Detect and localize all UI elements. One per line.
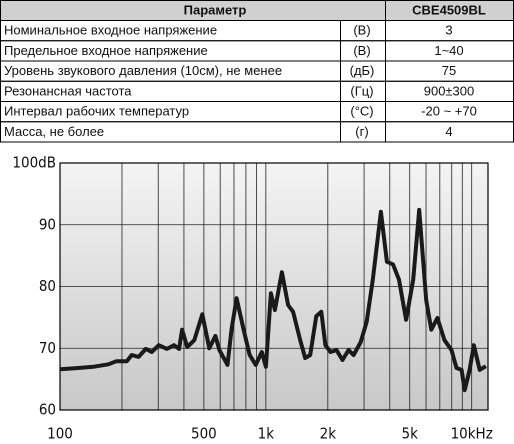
param-name: Интервал рабочих температур [4, 104, 189, 119]
plot-frame [59, 162, 489, 411]
param-value: 3 [445, 23, 452, 38]
param-value: 4 [445, 124, 452, 139]
header-model: CBE4509BL [412, 2, 486, 17]
param-unit: (В) [353, 43, 370, 58]
param-unit: (Гц) [350, 83, 373, 98]
x-tick-label: 1k [258, 425, 275, 443]
param-value: -20 ~ +70 [421, 104, 477, 119]
y-tick-label: 100dB [12, 154, 56, 172]
y-tick-label: 60 [39, 401, 56, 419]
param-name: Предельное входное напряжение [4, 43, 208, 58]
param-unit: (В) [353, 23, 370, 38]
param-name: Резонансная частота [4, 83, 132, 98]
param-unit: (г) [355, 124, 368, 139]
x-tick-label: 500 [191, 425, 217, 443]
response-line [59, 207, 487, 393]
param-value: 1~40 [434, 43, 463, 58]
param-name: Масса, не более [4, 124, 104, 139]
param-value: 900±300 [424, 83, 475, 98]
param-name: Номинальное входное напряжение [4, 23, 217, 38]
y-tick-label: 80 [39, 277, 56, 295]
x-tick-label: 100 [47, 425, 73, 443]
header-param: Параметр [184, 2, 247, 17]
y-tick-label: 90 [39, 215, 56, 233]
param-unit: (дБ) [350, 63, 375, 78]
y-tick-label: 70 [39, 339, 56, 357]
x-tick-label: 5k [402, 425, 419, 443]
param-value: 75 [442, 63, 456, 78]
param-unit: (°С) [350, 104, 373, 119]
param-name: Уровень звукового давления (10см), не ме… [4, 63, 282, 78]
x-tick-label: 10kHz [451, 425, 493, 443]
x-tick-label: 2k [320, 425, 337, 443]
